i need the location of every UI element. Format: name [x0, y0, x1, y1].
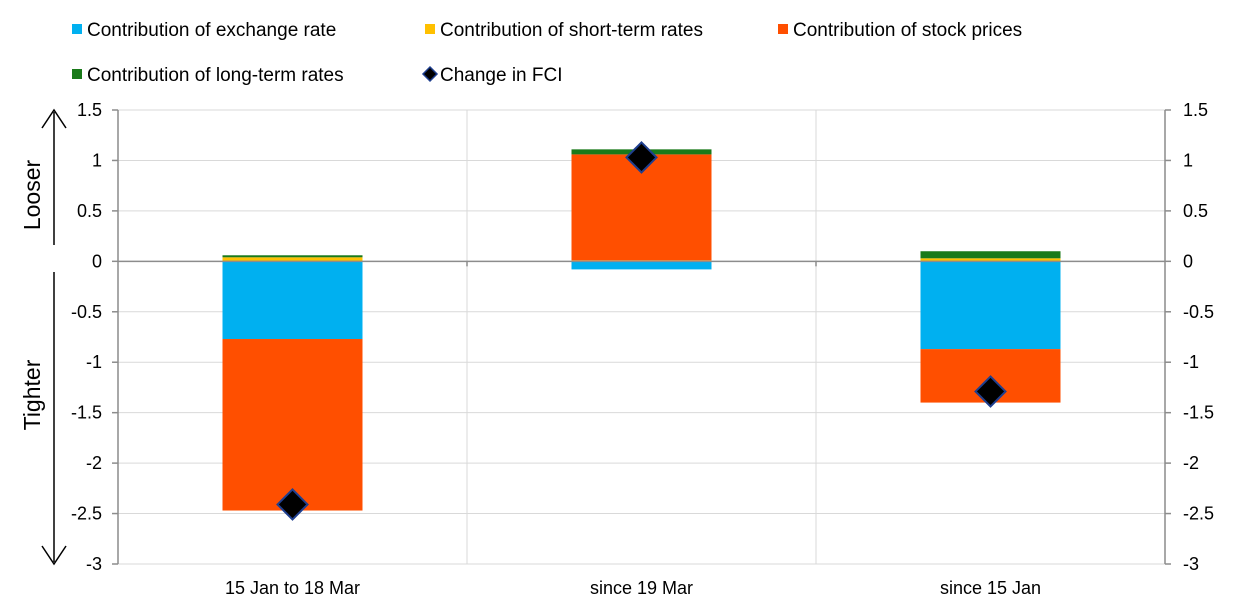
y-tick-left-label-2: 0.5: [77, 201, 102, 221]
y-tick-right-label-5: -1: [1183, 352, 1199, 372]
y-axis-left-ticks: 1.5 1 0.5 0 -0.5 -1 -1.5 -2 -2.5 -3: [71, 100, 102, 574]
axes: [112, 109, 1171, 565]
bar-0-1: [571, 261, 712, 270]
looser-arrow-head-icon: [41, 108, 67, 129]
y-tick-left-label-6: -1.5: [71, 403, 102, 423]
y-tick-left-label-4: -0.5: [71, 302, 102, 322]
y-tick-right-label-4: -0.5: [1183, 302, 1214, 322]
direction-annotations: Looser Tighter: [19, 108, 67, 566]
tighter-arrow-head-icon: [41, 545, 67, 566]
x-tick-label-0: 15 Jan to 18 Mar: [225, 578, 360, 598]
bar-1-0: [222, 257, 363, 262]
zero-line: [118, 260, 1165, 267]
bars: [222, 149, 1061, 511]
y-tick-left-label-1: 1: [92, 150, 102, 170]
y-tick-left-label-8: -2.5: [71, 504, 102, 524]
fci-marker-0: [276, 488, 309, 521]
y-tick-right-label-6: -1.5: [1183, 403, 1214, 423]
y-tick-right-label-8: -2.5: [1183, 504, 1214, 524]
y-tick-right-label-9: -3: [1183, 554, 1199, 574]
legend-label-1: Contribution of short-term rates: [440, 20, 703, 41]
y-tick-left-label-3: 0: [92, 251, 102, 271]
legend-label-3: Contribution of long-term rates: [87, 65, 344, 86]
y-tick-left-label-9: -3: [86, 554, 102, 574]
fci-markers: [276, 141, 1007, 521]
legend-label-0: Contribution of exchange rate: [87, 20, 336, 41]
legend-swatch-0: [72, 24, 82, 34]
x-axis-ticks: 15 Jan to 18 Mar since 19 Mar since 15 Jan: [225, 578, 1041, 598]
y-tick-left-label-5: -1: [86, 352, 102, 372]
y-tick-left-label-0: 1.5: [77, 100, 102, 120]
bar-0-0: [222, 261, 363, 340]
bar-0-2: [920, 261, 1061, 350]
legend-swatch-3: [72, 69, 82, 79]
fci-marker-1: [625, 141, 658, 174]
looser-label: Looser: [19, 159, 45, 230]
y-tick-right-label-3: 0: [1183, 251, 1193, 271]
x-tick-label-1: since 19 Mar: [590, 578, 693, 598]
y-tick-left-label-7: -2: [86, 453, 102, 473]
y-axis-right-ticks: 1.5 1 0.5 0 -0.5 -1 -1.5 -2 -2.5 -3: [1183, 100, 1214, 574]
legend: Contribution of exchange rate Contributio…: [72, 20, 1022, 86]
bar-3-0: [222, 255, 363, 258]
legend-label-2: Contribution of stock prices: [793, 20, 1022, 41]
y-tick-right-label-0: 1.5: [1183, 100, 1208, 120]
y-tick-right-label-1: 1: [1183, 150, 1193, 170]
legend-diamond-icon: [421, 65, 439, 83]
y-tick-right-label-7: -2: [1183, 453, 1199, 473]
bar-3-2: [920, 251, 1061, 259]
bar-2-0: [222, 339, 363, 511]
legend-swatch-1: [425, 24, 435, 34]
legend-swatch-2: [778, 24, 788, 34]
legend-label-4: Change in FCI: [440, 65, 563, 86]
x-tick-label-2: since 15 Jan: [940, 578, 1041, 598]
fci-marker-2: [974, 375, 1007, 408]
bar-1-2: [920, 258, 1061, 262]
tighter-label: Tighter: [19, 359, 45, 430]
y-tick-right-label-2: 0.5: [1183, 201, 1208, 221]
